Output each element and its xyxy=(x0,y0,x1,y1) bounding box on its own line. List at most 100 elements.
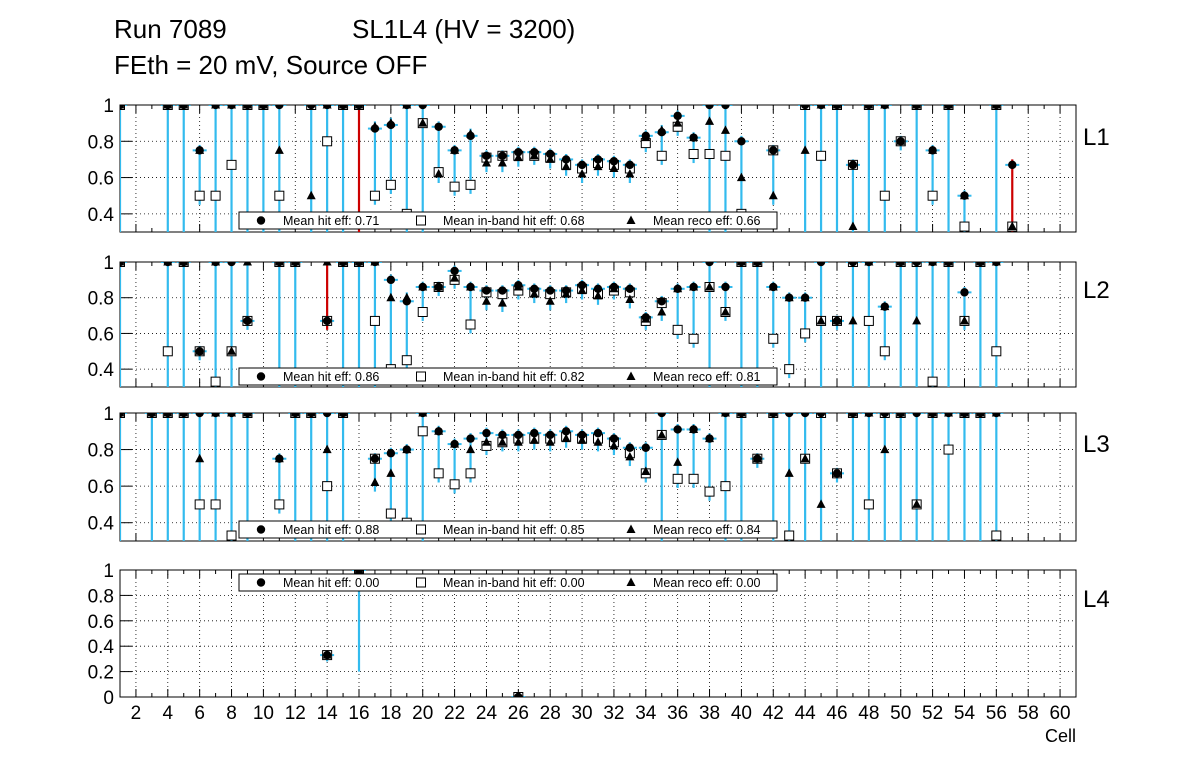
x-tick-label: 14 xyxy=(317,703,339,724)
legend-box xyxy=(238,573,778,592)
hit-marker xyxy=(120,262,125,267)
hit-marker xyxy=(179,105,188,110)
inband-marker xyxy=(401,355,412,366)
legend-marker xyxy=(256,372,266,381)
x-tick-label: 36 xyxy=(667,703,688,724)
hit-marker xyxy=(450,146,459,155)
hit-marker xyxy=(402,105,411,110)
hit-marker xyxy=(992,262,1001,267)
reco-marker xyxy=(625,294,635,303)
legend-entry: Mean reco eff: 0.00 xyxy=(653,576,761,590)
x-tick-label: 20 xyxy=(412,703,433,724)
inband-marker xyxy=(385,179,396,190)
hit-marker xyxy=(737,262,746,267)
x-tick-label: 40 xyxy=(731,703,752,724)
layer-label: L1 xyxy=(1083,124,1110,151)
hit-marker xyxy=(880,105,889,110)
hit-marker xyxy=(322,316,332,326)
hit-marker xyxy=(561,155,571,164)
inband-marker xyxy=(991,530,1002,541)
hit-marker xyxy=(370,454,380,463)
inband-marker xyxy=(800,328,811,339)
inband-marker xyxy=(322,481,333,492)
legend-marker xyxy=(626,577,636,586)
reco-marker xyxy=(513,152,523,162)
reco-marker xyxy=(912,315,922,325)
reco-marker xyxy=(242,262,252,266)
inband-marker xyxy=(943,444,954,455)
inband-marker xyxy=(656,150,667,161)
legend-entry: Mean in-band hit eff: 0.85 xyxy=(443,523,585,537)
hit-marker xyxy=(370,124,380,133)
x-tick-label: 50 xyxy=(890,703,911,724)
hit-marker xyxy=(434,427,443,436)
inband-marker xyxy=(210,376,221,387)
reco-marker xyxy=(497,158,507,167)
inband-marker xyxy=(879,346,890,357)
hit-marker xyxy=(546,430,555,440)
reco-marker xyxy=(497,437,507,446)
hit-marker xyxy=(641,313,650,322)
x-tick-label: 16 xyxy=(348,703,369,724)
reco-marker xyxy=(545,437,555,446)
inband-marker xyxy=(688,148,699,159)
hit-marker xyxy=(275,262,284,267)
hit-marker xyxy=(657,413,666,418)
hit-marker xyxy=(386,120,396,130)
inband-marker xyxy=(879,190,890,201)
reco-marker xyxy=(466,444,476,454)
run-title: Run 7089 xyxy=(114,14,227,44)
panel-l2: 0.4 0.6 0.8 1 Mean hit eff: 0.86 Mean in-band… xyxy=(88,253,1110,388)
hit-marker xyxy=(753,454,762,463)
hit-marker xyxy=(912,262,921,267)
reco-marker xyxy=(370,477,380,486)
x-tick-label: 4 xyxy=(163,703,174,724)
hit-marker xyxy=(577,430,587,440)
hit-marker xyxy=(354,105,364,110)
reco-marker xyxy=(720,307,730,316)
hit-marker xyxy=(307,413,316,418)
y-tick-label: 1 xyxy=(103,253,114,274)
reco-marker xyxy=(561,433,571,443)
legend-marker xyxy=(626,371,636,380)
panel-l4: 0 0.2 0.4 0.6 0.8 1 Mean hit eff: 0.00 Mean in-… xyxy=(88,561,1110,709)
reco-marker xyxy=(545,296,555,305)
reco-marker xyxy=(306,190,316,200)
inband-marker xyxy=(991,346,1002,357)
reco-marker xyxy=(577,168,587,178)
chamber-title: SL1L4 (HV = 3200) xyxy=(352,14,576,44)
reco-marker xyxy=(673,457,683,466)
reco-marker xyxy=(768,190,778,200)
reco-marker xyxy=(736,172,746,182)
hit-marker xyxy=(450,439,459,449)
x-tick-label: 58 xyxy=(1018,703,1039,724)
reco-marker xyxy=(481,158,491,167)
inband-marker xyxy=(162,346,173,357)
reco-marker xyxy=(593,290,603,300)
hit-marker xyxy=(243,105,252,110)
hit-marker xyxy=(673,425,682,434)
inband-marker xyxy=(226,530,237,541)
hit-marker xyxy=(625,284,635,293)
hit-marker xyxy=(832,105,842,110)
reco-marker xyxy=(227,346,237,355)
conditions-title: FEth = 20 mV, Source OFF xyxy=(114,50,428,80)
x-tick-label: 6 xyxy=(194,703,205,724)
inband-marker xyxy=(194,190,205,201)
hit-marker xyxy=(641,131,650,141)
legend-entry: Mean in-band hit eff: 0.00 xyxy=(443,576,585,590)
hit-marker xyxy=(705,434,714,443)
hit-marker xyxy=(832,316,842,326)
hit-marker xyxy=(896,413,905,418)
inband-marker xyxy=(226,159,237,170)
hit-marker xyxy=(482,151,491,160)
hit-marker xyxy=(848,262,858,267)
hit-marker xyxy=(450,266,459,276)
reco-marker xyxy=(497,298,507,307)
reco-marker xyxy=(641,466,651,476)
reco-marker xyxy=(450,273,460,282)
hit-marker xyxy=(307,105,316,110)
hit-marker xyxy=(1008,160,1017,170)
inband-marker xyxy=(863,315,874,326)
hit-marker xyxy=(721,105,730,110)
